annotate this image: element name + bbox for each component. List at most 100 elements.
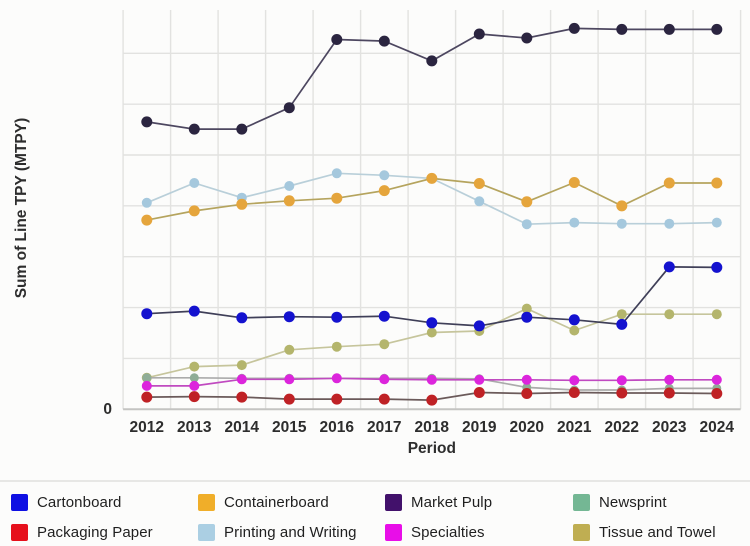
- series-cartonboard-point[interactable]: [473, 320, 485, 332]
- series-containerboard-point[interactable]: [521, 196, 533, 208]
- series-market-pulp-point[interactable]: [473, 28, 485, 40]
- series-tissue-and-towel-point[interactable]: [426, 327, 437, 338]
- series-cartonboard-line: [146, 266, 717, 327]
- legend-item-containerboard[interactable]: Containerboard: [198, 488, 385, 516]
- series-containerboard-point[interactable]: [426, 172, 438, 184]
- series-tissue-and-towel-point[interactable]: [236, 360, 247, 371]
- series-cartonboard-point[interactable]: [236, 312, 248, 324]
- series-cartonboard-point[interactable]: [141, 308, 153, 320]
- series-market-pulp-point[interactable]: [378, 35, 390, 47]
- legend-item-tissue-and-towel[interactable]: Tissue and Towel: [573, 518, 743, 546]
- series-specialties-point[interactable]: [664, 374, 675, 385]
- series-specialties-point[interactable]: [379, 374, 390, 385]
- series-newsprint-point[interactable]: [142, 373, 152, 383]
- series-cartonboard-point[interactable]: [188, 305, 200, 317]
- series-packaging-paper-point[interactable]: [521, 388, 533, 399]
- series-containerboard-point[interactable]: [711, 177, 723, 189]
- legend-item-specialties[interactable]: Specialties: [385, 518, 573, 546]
- series-tissue-and-towel-point[interactable]: [189, 361, 200, 372]
- series-tissue-and-towel-point[interactable]: [664, 309, 675, 320]
- legend-item-printing-and-writing[interactable]: Printing and Writing: [198, 518, 385, 546]
- series-market-pulp-point[interactable]: [331, 34, 343, 45]
- series-containerboard-point[interactable]: [283, 195, 295, 207]
- series-packaging-paper-point[interactable]: [473, 387, 485, 398]
- series-packaging-paper-point[interactable]: [236, 391, 248, 403]
- series-printing-and-writing-point[interactable]: [711, 217, 722, 228]
- series-packaging-paper-point[interactable]: [426, 394, 438, 406]
- series-containerboard-point[interactable]: [141, 214, 153, 226]
- series-market-pulp-point[interactable]: [568, 22, 580, 34]
- series-market-pulp-point[interactable]: [663, 23, 675, 35]
- series-cartonboard-point[interactable]: [426, 317, 438, 329]
- series-market-pulp-point[interactable]: [711, 23, 723, 35]
- series-printing-and-writing-point[interactable]: [521, 219, 532, 230]
- series-tissue-and-towel-point[interactable]: [331, 341, 342, 352]
- series-specialties-point[interactable]: [284, 374, 295, 385]
- series-market-pulp-point[interactable]: [236, 123, 248, 135]
- x-tick-label: 2021: [557, 419, 592, 436]
- series-cartonboard-point[interactable]: [568, 314, 580, 326]
- series-containerboard-point[interactable]: [331, 192, 343, 204]
- series-specialties-point[interactable]: [616, 375, 627, 386]
- legend-item-market-pulp[interactable]: Market Pulp: [385, 488, 573, 516]
- series-packaging-paper-point[interactable]: [283, 393, 295, 405]
- series-printing-and-writing-point[interactable]: [284, 181, 295, 191]
- series-specialties-point[interactable]: [711, 374, 722, 385]
- series-containerboard-point[interactable]: [236, 198, 248, 210]
- series-specialties-point[interactable]: [474, 374, 485, 385]
- series-containerboard-point[interactable]: [378, 185, 390, 197]
- series-specialties-point[interactable]: [236, 374, 247, 385]
- series-specialties-point[interactable]: [521, 374, 532, 385]
- series-packaging-paper-point[interactable]: [663, 387, 675, 399]
- series-containerboard-point[interactable]: [663, 177, 675, 189]
- series-printing-and-writing-point[interactable]: [189, 178, 200, 188]
- series-cartonboard-point[interactable]: [616, 318, 628, 330]
- series-cartonboard-point[interactable]: [331, 311, 343, 323]
- legend-item-packaging-paper[interactable]: Packaging Paper: [11, 518, 198, 546]
- series-tissue-and-towel-point[interactable]: [616, 309, 627, 320]
- legend-label: Newsprint: [599, 493, 667, 511]
- series-containerboard-point[interactable]: [616, 200, 628, 212]
- series-specialties-point[interactable]: [141, 380, 152, 391]
- series-specialties-point[interactable]: [426, 374, 437, 385]
- series-cartonboard-point[interactable]: [521, 311, 533, 323]
- series-containerboard-point[interactable]: [568, 177, 580, 188]
- series-market-pulp-point[interactable]: [141, 116, 153, 128]
- series-printing-and-writing-point[interactable]: [141, 197, 152, 208]
- series-tissue-and-towel-point[interactable]: [379, 339, 390, 350]
- series-newsprint-point[interactable]: [189, 373, 199, 383]
- series-cartonboard-point[interactable]: [711, 261, 723, 273]
- series-printing-and-writing-point[interactable]: [474, 196, 485, 207]
- series-market-pulp-point[interactable]: [283, 102, 295, 114]
- series-cartonboard-point[interactable]: [283, 311, 295, 323]
- series-packaging-paper-point[interactable]: [331, 393, 343, 405]
- series-tissue-and-towel-point[interactable]: [521, 303, 532, 314]
- legend-item-newsprint[interactable]: Newsprint: [573, 488, 743, 516]
- series-market-pulp-point[interactable]: [616, 23, 628, 35]
- series-specialties-point[interactable]: [331, 373, 342, 384]
- series-containerboard-point[interactable]: [473, 178, 485, 189]
- series-packaging-paper-point[interactable]: [378, 393, 390, 405]
- series-printing-and-writing-point[interactable]: [616, 218, 627, 229]
- series-printing-and-writing-point[interactable]: [331, 168, 342, 179]
- legend-item-cartonboard[interactable]: Cartonboard: [11, 488, 198, 516]
- series-printing-and-writing-point[interactable]: [569, 217, 580, 228]
- series-market-pulp-point[interactable]: [521, 32, 533, 44]
- series-packaging-paper-point[interactable]: [711, 388, 723, 399]
- series-cartonboard-point[interactable]: [378, 310, 390, 322]
- series-market-pulp-point[interactable]: [426, 55, 438, 67]
- series-market-pulp-point[interactable]: [188, 123, 200, 135]
- series-tissue-and-towel-point[interactable]: [569, 325, 580, 336]
- series-packaging-paper-point[interactable]: [616, 387, 628, 399]
- series-packaging-paper-point[interactable]: [141, 391, 153, 403]
- series-cartonboard-point[interactable]: [663, 261, 675, 273]
- series-tissue-and-towel-point[interactable]: [284, 344, 295, 355]
- series-printing-and-writing-point[interactable]: [379, 170, 390, 181]
- series-specialties-point[interactable]: [189, 380, 200, 391]
- series-tissue-and-towel-point[interactable]: [711, 309, 722, 320]
- series-packaging-paper-point[interactable]: [188, 391, 200, 403]
- series-specialties-point[interactable]: [569, 375, 580, 386]
- series-printing-and-writing-point[interactable]: [664, 218, 675, 229]
- series-containerboard-point[interactable]: [188, 205, 200, 217]
- series-packaging-paper-point[interactable]: [568, 387, 580, 398]
